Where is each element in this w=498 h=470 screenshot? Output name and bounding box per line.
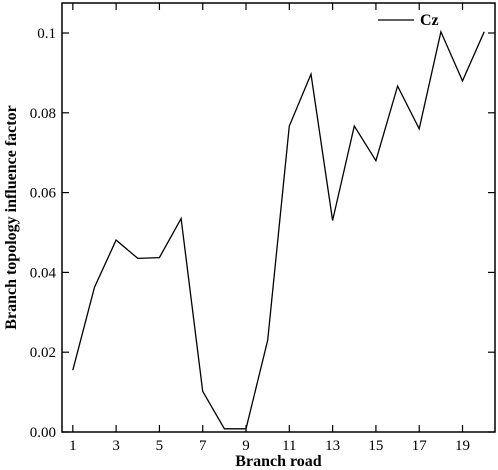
plot-frame xyxy=(61,2,496,433)
x-tick-label: 17 xyxy=(412,438,428,454)
y-axis-label: Branch topology influence factor xyxy=(3,105,20,329)
x-axis-label: Branch road xyxy=(235,453,321,470)
x-tick-label: 9 xyxy=(242,438,250,454)
x-tick-label: 11 xyxy=(282,438,296,454)
x-tick-label: 1 xyxy=(69,438,77,454)
x-tick-label: 7 xyxy=(199,438,207,454)
x-tick-label: 3 xyxy=(112,438,120,454)
x-tick-label: 13 xyxy=(325,438,340,454)
x-tick-label: 19 xyxy=(455,438,470,454)
y-tick-label: 0.04 xyxy=(30,265,57,281)
y-tick-label: 0.00 xyxy=(30,425,56,441)
series-line-cz xyxy=(72,29,485,430)
x-tick-label: 15 xyxy=(368,438,383,454)
legend-label: Cz xyxy=(420,12,439,29)
y-tick-label: 0.02 xyxy=(30,345,56,361)
y-tick-label: 0.1 xyxy=(37,26,56,42)
y-tick-label: 0.08 xyxy=(30,106,56,122)
x-tick-label: 5 xyxy=(156,438,164,454)
y-tick-label: 0.06 xyxy=(30,186,57,202)
